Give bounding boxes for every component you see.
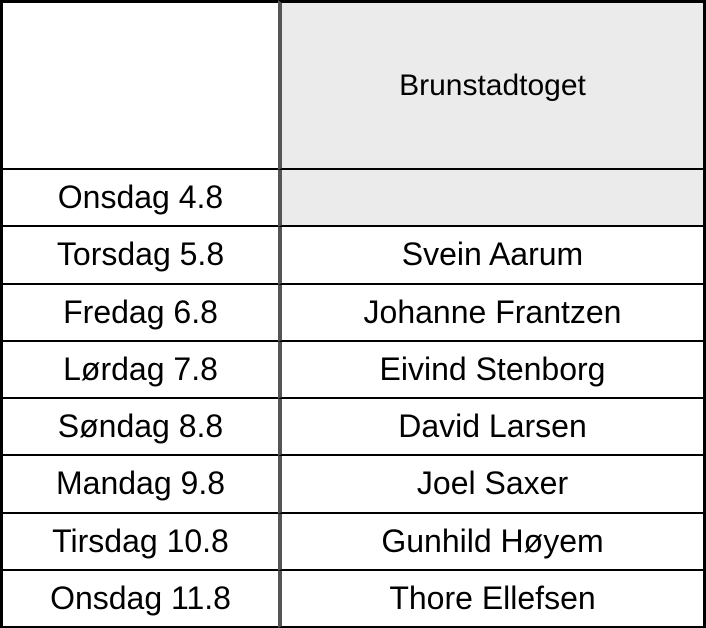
name-cell xyxy=(278,170,706,228)
name-cell: Thore Ellefsen xyxy=(278,570,706,628)
day-cell: Lørdag 7.8 xyxy=(0,341,278,399)
person-name: Johanne Frantzen xyxy=(363,293,622,330)
person-name: David Larsen xyxy=(398,408,587,445)
day-label: Torsdag 5.8 xyxy=(56,236,225,273)
day-label: Mandag 9.8 xyxy=(55,465,225,502)
name-cell: David Larsen xyxy=(278,399,706,457)
person-name: Joel Saxer xyxy=(416,465,569,502)
day-label: Onsdag 11.8 xyxy=(50,579,231,616)
day-cell: Søndag 8.8 xyxy=(0,399,278,457)
name-cell: Eivind Stenborg xyxy=(278,341,706,399)
day-cell: Torsdag 5.8 xyxy=(0,227,278,285)
day-label: Lørdag 7.8 xyxy=(63,350,218,387)
name-cell: Joel Saxer xyxy=(278,456,706,514)
day-label: Søndag 8.8 xyxy=(57,408,224,445)
name-cell: Svein Aarum xyxy=(278,227,706,285)
day-label: Onsdag 4.8 xyxy=(57,179,224,216)
header-title: Brunstadtoget xyxy=(399,68,586,102)
day-cell: Onsdag 11.8 xyxy=(0,570,278,628)
name-cell: Gunhild Høyem xyxy=(278,513,706,571)
person-name: Svein Aarum xyxy=(401,236,584,273)
day-label: Fredag 6.8 xyxy=(63,293,218,330)
day-cell: Fredag 6.8 xyxy=(0,284,278,342)
person-name: Gunhild Høyem xyxy=(381,522,604,559)
person-name: Eivind Stenborg xyxy=(379,350,606,387)
person-name: Thore Ellefsen xyxy=(389,579,596,616)
day-cell: Tirsdag 10.8 xyxy=(0,513,278,571)
header-empty-cell xyxy=(0,0,278,170)
day-label: Tirsdag 10.8 xyxy=(52,522,229,559)
day-cell: Onsdag 4.8 xyxy=(0,170,278,228)
name-cell: Johanne Frantzen xyxy=(278,284,706,342)
day-cell: Mandag 9.8 xyxy=(0,456,278,514)
header-cell: Brunstadtoget xyxy=(278,0,706,170)
